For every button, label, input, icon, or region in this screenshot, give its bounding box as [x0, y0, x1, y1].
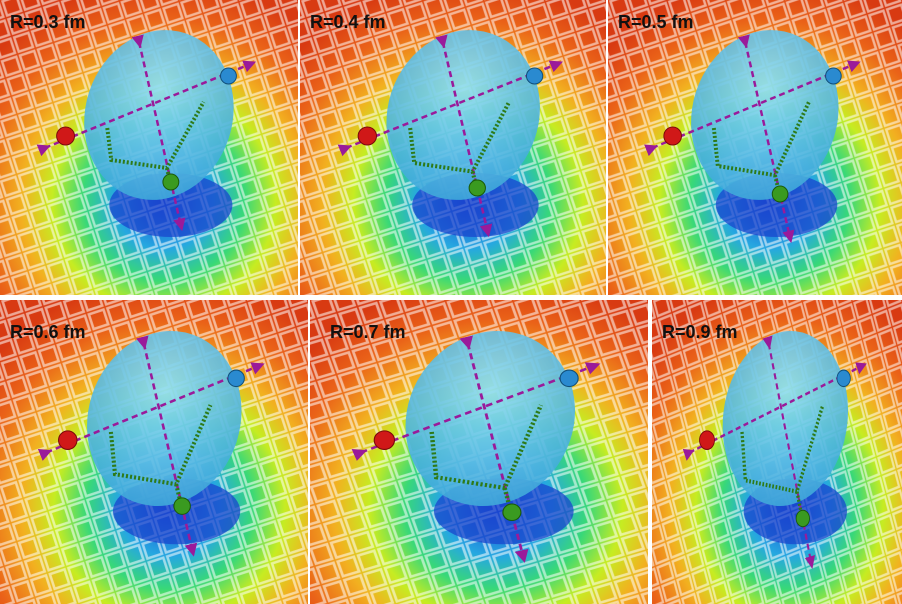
panel [608, 0, 902, 295]
bond-path [711, 101, 811, 198]
panel [300, 0, 606, 295]
blue-sphere [227, 369, 245, 388]
green-sphere [771, 185, 789, 203]
panel-label: R=0.3 fm [10, 12, 86, 32]
green-sphere [468, 179, 486, 197]
red-sphere [58, 430, 78, 450]
green-sphere [502, 503, 522, 522]
red-sphere [56, 126, 75, 146]
red-sphere [699, 430, 715, 450]
axis-arrow [435, 34, 493, 238]
green-sphere [173, 497, 191, 515]
panel [0, 300, 308, 604]
blue-sphere [220, 67, 237, 85]
green-sphere [162, 173, 180, 191]
red-sphere [663, 126, 682, 146]
blue-sphere [559, 369, 579, 388]
panel-label: R=0.4 fm [310, 12, 386, 32]
panel [0, 0, 298, 295]
panel [652, 300, 902, 604]
blue-sphere [525, 67, 544, 85]
axis-arrow [737, 34, 795, 244]
axis-arrow [131, 34, 186, 232]
panel-label: R=0.9 fm [662, 322, 738, 342]
panel [310, 300, 648, 604]
panel-label: R=0.7 fm [330, 322, 406, 342]
axis-arrow [136, 335, 198, 557]
panel-label: R=0.5 fm [618, 12, 694, 32]
blue-sphere [825, 67, 842, 85]
panel-label: R=0.6 fm [10, 322, 86, 342]
axis-arrow [459, 335, 529, 563]
red-sphere [373, 430, 396, 450]
bond-path [429, 404, 544, 516]
blue-sphere [836, 369, 851, 388]
green-sphere [795, 509, 810, 528]
red-sphere [357, 126, 378, 146]
